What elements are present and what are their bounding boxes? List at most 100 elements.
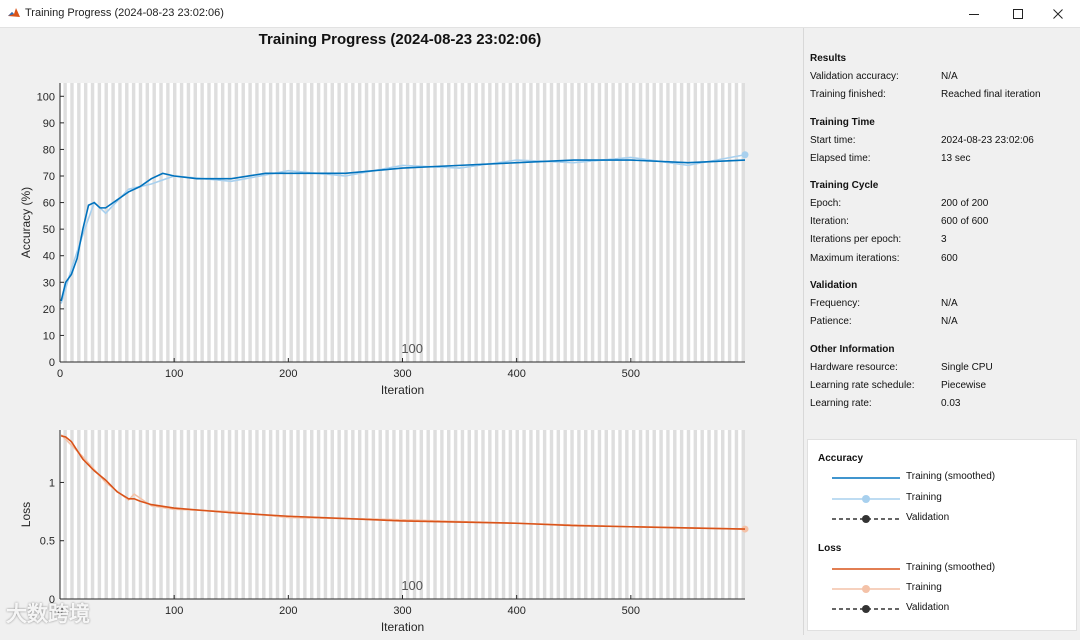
- epoch-band: [584, 83, 588, 362]
- epoch-band: [351, 83, 355, 362]
- y-tick-label: 80: [43, 144, 55, 156]
- epoch-band: [570, 430, 574, 599]
- epoch-band: [440, 430, 444, 599]
- maximize-button[interactable]: [998, 0, 1038, 27]
- epoch-band: [556, 430, 561, 599]
- close-button[interactable]: [1038, 0, 1078, 27]
- epoch-band: [296, 83, 300, 362]
- epoch-band: [666, 430, 670, 599]
- training-plots: 0 100 200 300 400 5000102030405060708090100It…: [19, 83, 749, 634]
- info-row: Validation accuracy: N/A: [810, 71, 1078, 89]
- accuracy-x-label: Iteration: [381, 383, 424, 397]
- minimize-button[interactable]: [954, 0, 994, 27]
- y-tick-label: 50: [43, 224, 55, 236]
- accuracy-smoothed-line: [60, 159, 746, 302]
- epoch-band: [631, 430, 636, 599]
- legend-line-solid-orange: [832, 568, 900, 570]
- epoch-band: [378, 430, 382, 599]
- epoch-band: [618, 83, 622, 362]
- legend-line-marker-lightblue: [832, 495, 900, 503]
- epoch-band: [145, 430, 150, 599]
- epoch-band: [200, 83, 204, 362]
- y-tick-label: 60: [43, 198, 55, 210]
- info-row: Elapsed time: 13 sec: [810, 153, 1078, 171]
- epoch-band: [652, 430, 656, 599]
- epoch-band: [152, 83, 156, 362]
- epoch-band: [193, 83, 197, 362]
- loss-epoch-bands: [63, 430, 745, 599]
- cycle-heading: Training Cycle: [810, 180, 879, 191]
- info-value: 2024-08-23 23:02:06: [941, 135, 1034, 146]
- x-tick-label: 200: [279, 368, 297, 380]
- info-key: Patience:: [810, 316, 852, 328]
- epoch-band: [679, 83, 684, 362]
- epoch-band: [522, 83, 526, 362]
- epoch-band: [159, 83, 163, 362]
- legend-label: Validation: [906, 512, 950, 523]
- epoch-band: [234, 83, 239, 362]
- legend-loss-heading: Loss: [818, 543, 842, 554]
- epoch-band: [734, 83, 739, 362]
- accuracy-training-final-point: [741, 151, 749, 159]
- x-tick-label: 0: [57, 368, 63, 380]
- legend-item-loss-training: Training: [832, 581, 1072, 597]
- epoch-band: [248, 83, 252, 362]
- epoch-band: [638, 83, 643, 362]
- epoch-band: [494, 430, 499, 599]
- epoch-band: [611, 83, 615, 362]
- epoch-band: [173, 83, 177, 362]
- epoch-band: [529, 430, 533, 599]
- epoch-band: [604, 83, 608, 362]
- epoch-band: [652, 83, 656, 362]
- epoch-band: [412, 430, 417, 599]
- epoch-band: [590, 430, 595, 599]
- info-value: N/A: [941, 71, 958, 82]
- info-key: Learning rate:: [810, 398, 872, 410]
- accuracy-y-label: Accuracy (%): [19, 187, 33, 258]
- epoch-band: [467, 430, 471, 599]
- info-section-cycle: Training Cycle Epoch: 200 of 200 Iteratio…: [810, 180, 1078, 271]
- epoch-band: [522, 430, 526, 599]
- epoch-band: [63, 83, 67, 362]
- accuracy-epoch-bands: [63, 83, 745, 362]
- plot-area: Training Progress (2024-08-23 23:02:06) …: [0, 28, 800, 635]
- epoch-band: [344, 430, 348, 599]
- loss-chart: 0 100 200 300 400 500 0 0.5 1 Iteration Loss 100: [19, 430, 749, 634]
- info-key: Hardware resource:: [810, 362, 898, 373]
- epoch-band: [734, 430, 739, 599]
- info-key: Maximum iterations:: [810, 252, 900, 264]
- epoch-band: [426, 83, 430, 362]
- info-row: Iterations per epoch: 3: [810, 234, 1078, 252]
- epoch-band: [207, 83, 211, 362]
- epoch-band: [131, 430, 136, 599]
- legend-panel: Accuracy Training (smoothed) Training Va…: [807, 439, 1077, 631]
- epoch-band: [536, 430, 540, 599]
- epoch-band: [220, 83, 225, 362]
- epoch-band: [77, 430, 81, 599]
- epoch-band: [125, 430, 129, 599]
- epoch-band: [214, 83, 218, 362]
- epoch-band: [515, 83, 519, 362]
- epoch-band: [501, 83, 506, 362]
- close-icon: [1053, 8, 1063, 19]
- epoch-band: [741, 430, 745, 599]
- epoch-band: [179, 83, 184, 362]
- epoch-band: [508, 430, 513, 599]
- x-tick-label: 300: [393, 368, 411, 380]
- epoch-band: [659, 430, 663, 599]
- epoch-band: [447, 430, 451, 599]
- info-value: Reached final iteration: [941, 89, 1041, 101]
- info-row: Maximum iterations: 600: [810, 253, 1078, 271]
- epoch-band: [467, 83, 471, 362]
- epoch-band: [700, 83, 704, 362]
- y-tick-label: 40: [43, 251, 55, 263]
- epoch-band: [494, 83, 499, 362]
- epoch-band: [508, 83, 513, 362]
- epoch-band: [549, 83, 554, 362]
- watermark: 大数跨境: [6, 603, 90, 626]
- epoch-band: [97, 430, 102, 599]
- epoch-band: [90, 83, 95, 362]
- epoch-band: [186, 83, 191, 362]
- y-tick-label: 10: [43, 330, 55, 342]
- y-tick-label: 90: [43, 118, 55, 130]
